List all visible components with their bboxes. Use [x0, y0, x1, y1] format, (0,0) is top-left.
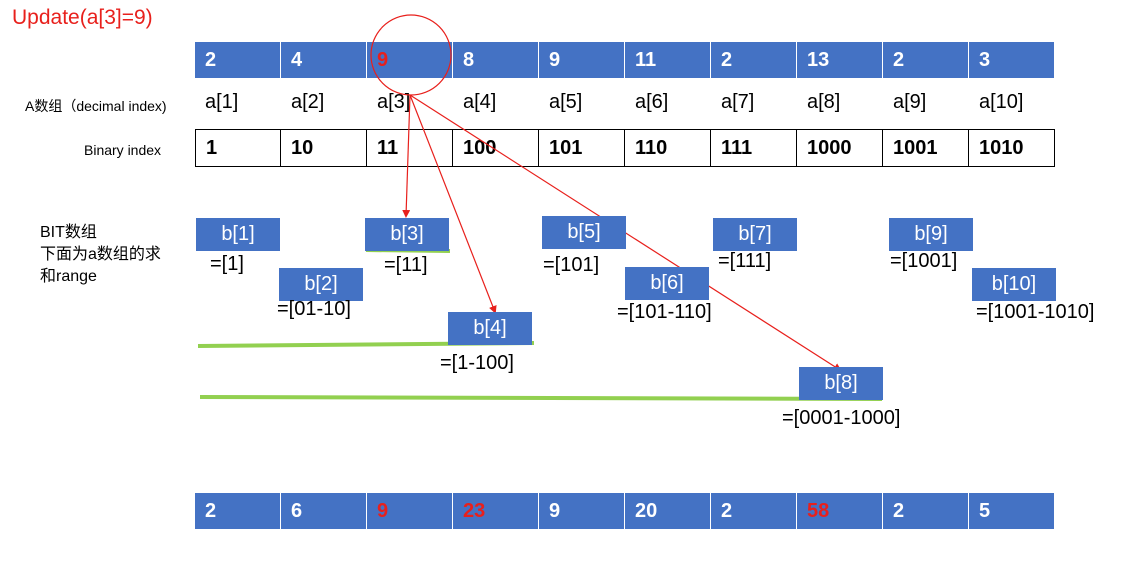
- a-name: a[1]: [205, 90, 239, 113]
- binary-row: 1 10 11 100 101 110 111 1000 1001 1010: [195, 129, 1055, 167]
- bit-value-cell: 6: [281, 493, 367, 529]
- bit-node-b10: b[10]: [972, 268, 1056, 301]
- range-line-b8: [199, 395, 883, 401]
- bit-range-b9: =[1001]: [890, 250, 958, 272]
- binary-cell: 1000: [797, 129, 883, 167]
- binary-cell: 1: [195, 129, 281, 167]
- bit-range-b5: =[101]: [543, 254, 600, 276]
- array-cell: 2: [711, 42, 797, 78]
- bit-values-row: 2 6 9 23 9 20 2 58 2 5: [195, 493, 1055, 529]
- binary-cell: 100: [453, 129, 539, 167]
- bit-range-b7: =[111]: [718, 250, 772, 272]
- a-name: a[4]: [463, 90, 497, 113]
- array-cell-updated: 9: [367, 42, 453, 78]
- array-cell: 4: [281, 42, 367, 78]
- binary-cell: 10: [281, 129, 367, 167]
- array-cell: 3: [969, 42, 1055, 78]
- a-name: a[5]: [549, 90, 583, 113]
- bit-label-line: 下面为a数组的求: [40, 246, 161, 263]
- bit-range-b3: =[11]: [384, 254, 428, 276]
- bit-value-cell-updated: 58: [797, 493, 883, 529]
- highlight-circle: [370, 14, 452, 96]
- bit-range-b6: =[101-110]: [617, 301, 712, 323]
- bit-label-line: BIT数组: [40, 224, 97, 241]
- array-cell: 11: [625, 42, 711, 78]
- array-cell: 2: [195, 42, 281, 78]
- bit-node-b6: b[6]: [625, 267, 709, 300]
- binary-index-label: Binary index: [84, 142, 162, 158]
- bit-node-b5: b[5]: [542, 216, 626, 249]
- update-title: Update(a[3]=9): [12, 6, 153, 29]
- bit-value-cell: 5: [969, 493, 1055, 529]
- a-name: a[3]: [377, 90, 411, 113]
- bit-node-b4: b[4]: [448, 312, 532, 345]
- array-cell: 8: [453, 42, 539, 78]
- array-cell: 9: [539, 42, 625, 78]
- bit-range-b4: =[1-100]: [440, 352, 514, 374]
- bit-value-cell-updated: 9: [367, 493, 453, 529]
- a-array-label: A数组（decimal index): [25, 98, 167, 114]
- binary-cell: 1001: [883, 129, 969, 167]
- bit-value-cell: 2: [883, 493, 969, 529]
- a-name: a[10]: [979, 90, 1024, 113]
- bit-value-cell: 2: [711, 493, 797, 529]
- a-name: a[2]: [291, 90, 325, 113]
- bit-label-line: 和range: [40, 268, 97, 285]
- binary-cell: 11: [367, 129, 453, 167]
- bit-node-b7: b[7]: [713, 218, 797, 251]
- bit-range-b8: =[0001-1000]: [782, 407, 901, 429]
- bit-value-cell: 20: [625, 493, 711, 529]
- a-name: a[7]: [721, 90, 755, 113]
- arrow-to-b4: [409, 94, 497, 314]
- a-name: a[8]: [807, 90, 841, 113]
- array-values-row: 2 4 9 8 9 11 2 13 2 3: [195, 42, 1055, 78]
- a-name: a[9]: [893, 90, 927, 113]
- array-cell: 2: [883, 42, 969, 78]
- bit-node-b2: b[2]: [279, 268, 363, 301]
- bit-node-b3: b[3]: [365, 218, 449, 251]
- bit-value-cell-updated: 23: [453, 493, 539, 529]
- binary-cell: 110: [625, 129, 711, 167]
- bit-node-b9: b[9]: [889, 218, 973, 251]
- bit-range-b2: =[01-10]: [277, 298, 351, 320]
- bit-range-b10: =[1001-1010]: [976, 301, 1095, 323]
- binary-cell: 101: [539, 129, 625, 167]
- bit-range-b1: =[1]: [210, 253, 244, 275]
- a-name: a[6]: [635, 90, 669, 113]
- bit-node-b8: b[8]: [799, 367, 883, 400]
- a-names-row: a[1] a[2] a[3] a[4] a[5] a[6] a[7] a[8] …: [195, 84, 1055, 120]
- bit-value-cell: 2: [195, 493, 281, 529]
- bit-node-b1: b[1]: [196, 218, 280, 251]
- binary-cell: 111: [711, 129, 797, 167]
- binary-cell: 1010: [969, 129, 1055, 167]
- bit-array-label: BIT数组 下面为a数组的求 和range: [40, 222, 161, 288]
- arrow-to-b3: [402, 94, 411, 218]
- array-cell: 13: [797, 42, 883, 78]
- bit-value-cell: 9: [539, 493, 625, 529]
